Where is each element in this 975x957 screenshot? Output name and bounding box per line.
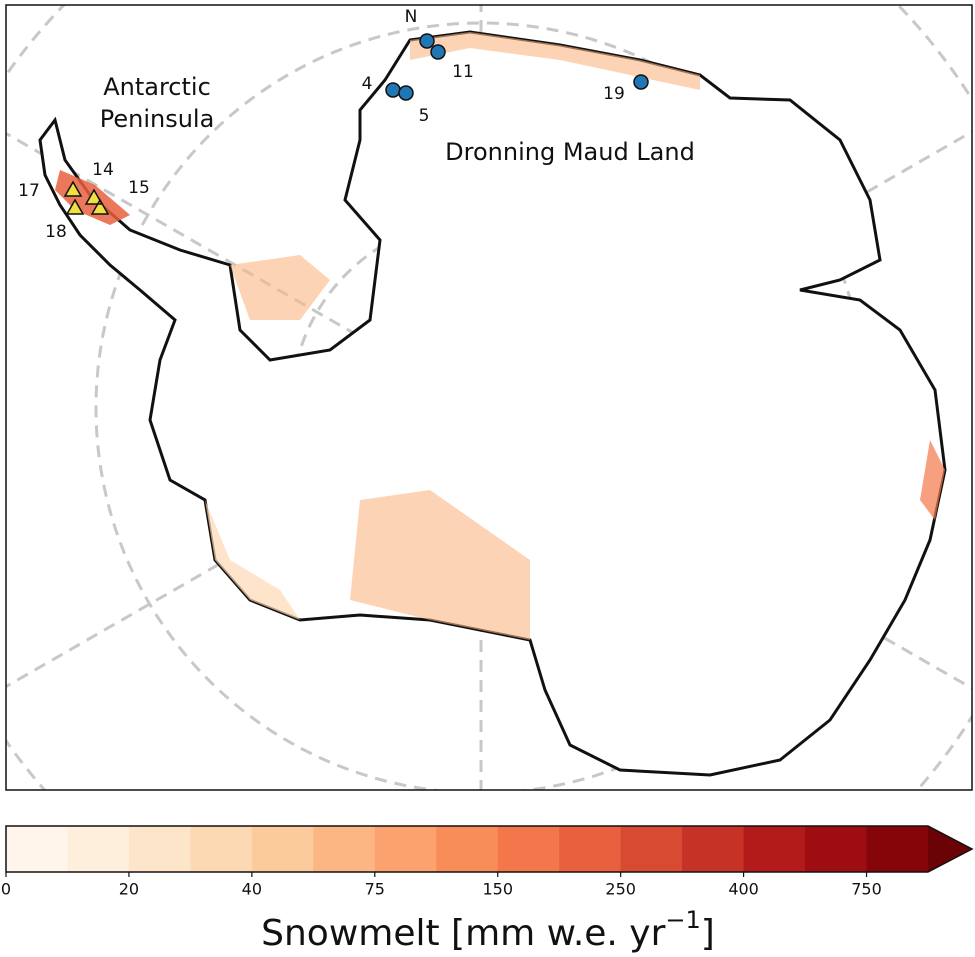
colorbar-segment xyxy=(128,826,191,872)
melt-coast xyxy=(230,32,700,640)
station-marker xyxy=(385,82,401,98)
colorbar-segment xyxy=(682,826,745,872)
colorbar-segment xyxy=(251,826,314,872)
colorbar-tick-label: 40 xyxy=(242,880,262,899)
colorbar-segment xyxy=(67,826,130,872)
melt-east xyxy=(920,440,945,520)
station-label: 18 xyxy=(45,222,67,242)
station-label: 15 xyxy=(128,178,150,198)
colorbar-outline xyxy=(5,825,974,873)
station-label: 14 xyxy=(92,160,114,180)
station-label: 4 xyxy=(362,74,373,94)
north-label: N xyxy=(405,7,418,27)
colorbar-segment xyxy=(743,826,806,872)
colorbar-label: Snowmelt [mm w.e. yr−1] xyxy=(261,906,715,954)
colorbar-tick-label: 0 xyxy=(1,880,11,899)
station-marker xyxy=(430,44,446,60)
station-marker xyxy=(63,180,110,215)
colorbar-segment xyxy=(497,826,560,872)
colorbar: 0 20 40 75 150 250 400 750 xyxy=(1,825,974,899)
colorbar-tick-label: 750 xyxy=(851,880,882,899)
colorbar-tick-label: 20 xyxy=(119,880,139,899)
colorbar-tick-label: 400 xyxy=(728,880,759,899)
label-text: Snowmelt [mm w.e. yr xyxy=(261,913,665,954)
colorbar-tick-label: 150 xyxy=(482,880,513,899)
colorbar-extend xyxy=(928,826,972,872)
station-marker xyxy=(633,74,649,90)
colorbar-segment xyxy=(805,826,868,872)
colorbar-tick-label: 250 xyxy=(605,880,636,899)
colorbar-segment xyxy=(620,826,683,872)
region-label: Dronning Maud Land xyxy=(445,138,695,166)
colorbar-tick-label: 75 xyxy=(365,880,385,899)
station-marker xyxy=(419,33,435,49)
station-marker xyxy=(398,85,414,101)
label-end: ] xyxy=(701,913,715,954)
colorbar-segment xyxy=(313,826,376,872)
station-label: 19 xyxy=(603,84,625,104)
region-label: Antarctic xyxy=(103,73,211,101)
colorbar-segment xyxy=(190,826,253,872)
region-label: Peninsula xyxy=(100,105,215,133)
colorbar-segment xyxy=(374,826,437,872)
map-frame xyxy=(5,4,973,791)
colorbar-segment xyxy=(559,826,622,872)
station-label: 5 xyxy=(419,106,430,126)
label-sup: −1 xyxy=(665,906,700,934)
colorbar-segment xyxy=(6,826,68,872)
station-label: 11 xyxy=(452,62,474,82)
station-label: 17 xyxy=(18,181,40,201)
melt-ross xyxy=(205,500,300,620)
colorbar-segment xyxy=(436,826,499,872)
colorbar-segment xyxy=(866,826,929,872)
